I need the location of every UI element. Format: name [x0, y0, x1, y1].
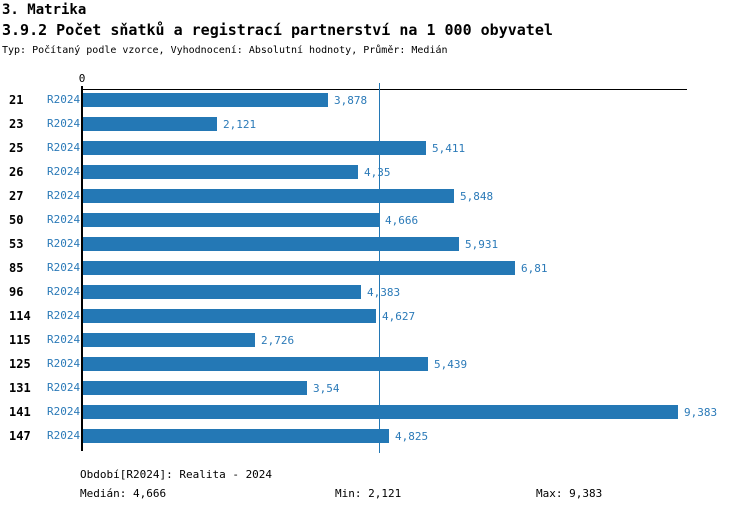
row-category-label: 114 — [9, 309, 31, 323]
bar-value-label: 4,666 — [385, 214, 419, 227]
bar-value-label: 5,439 — [434, 358, 468, 371]
row-series-label: R2024 — [47, 309, 81, 322]
row-series-label: R2024 — [47, 165, 81, 178]
row-category-label: 96 — [9, 285, 24, 299]
row-series-label: R2024 — [47, 189, 81, 202]
bar — [83, 237, 459, 251]
bar-value-label: 2,121 — [223, 118, 257, 131]
bar-value-label: 5,848 — [460, 190, 494, 203]
bar — [83, 189, 454, 203]
bar-row: 131 R2024 3,54 — [0, 381, 750, 395]
row-category-label: 23 — [9, 117, 24, 131]
row-category-label: 26 — [9, 165, 24, 179]
row-series-label: R2024 — [47, 285, 81, 298]
row-series-label: R2024 — [47, 429, 81, 442]
row-series-label: R2024 — [47, 117, 81, 130]
bar-value-label: 4,383 — [367, 286, 401, 299]
bar-row: 114 R2024 4,627 — [0, 309, 750, 323]
bar-value-label: 2,726 — [261, 334, 295, 347]
row-series-label: R2024 — [47, 261, 81, 274]
bar-value-label: 4,35 — [364, 166, 391, 179]
footer-max-label: Max: 9,383 — [536, 487, 603, 500]
footer-median-label: Medián: 4,666 — [80, 487, 167, 500]
bar-value-label: 3,54 — [313, 382, 340, 395]
bar-row: 23 R2024 2,121 — [0, 117, 750, 131]
bar — [83, 141, 426, 155]
section-title: 3. Matrika — [2, 2, 87, 18]
row-category-label: 27 — [9, 189, 24, 203]
row-series-label: R2024 — [47, 405, 81, 418]
row-category-label: 85 — [9, 261, 24, 275]
bar-row: 115 R2024 2,726 — [0, 333, 750, 347]
bar-row: 26 R2024 4,35 — [0, 165, 750, 179]
footer-period-label: Období[R2024]: Realita - 2024 — [80, 468, 273, 481]
row-category-label: 25 — [9, 141, 24, 155]
row-category-label: 50 — [9, 213, 24, 227]
bar-value-label: 4,627 — [382, 310, 416, 323]
row-category-label: 125 — [9, 357, 31, 371]
footer-min-label: Min: 2,121 — [335, 487, 402, 500]
bar-value-label: 5,411 — [432, 142, 466, 155]
row-category-label: 147 — [9, 429, 31, 443]
x-axis-zero-label: 0 — [78, 72, 86, 85]
row-series-label: R2024 — [47, 141, 81, 154]
row-category-label: 53 — [9, 237, 24, 251]
bar-row: 125 R2024 5,439 — [0, 357, 750, 371]
bar — [83, 165, 358, 179]
bar-value-label: 9,383 — [684, 406, 718, 419]
row-series-label: R2024 — [47, 213, 81, 226]
row-series-label: R2024 — [47, 333, 81, 346]
bar — [83, 429, 389, 443]
bar-row: 141 R2024 9,383 — [0, 405, 750, 419]
bar-row: 96 R2024 4,383 — [0, 285, 750, 299]
bar-row: 50 R2024 4,666 — [0, 213, 750, 227]
bar — [83, 357, 428, 371]
x-axis-top-line — [82, 89, 687, 90]
row-series-label: R2024 — [47, 93, 81, 106]
bar — [83, 93, 328, 107]
bar-row: 53 R2024 5,931 — [0, 237, 750, 251]
bar-value-label: 6,81 — [521, 262, 548, 275]
row-series-label: R2024 — [47, 357, 81, 370]
bar — [83, 405, 678, 419]
row-series-label: R2024 — [47, 237, 81, 250]
bar-row: 147 R2024 4,825 — [0, 429, 750, 443]
bar — [83, 213, 379, 227]
bar — [83, 309, 376, 323]
chart-subtitle: Typ: Počítaný podle vzorce, Vyhodnocení:… — [2, 45, 448, 56]
row-series-label: R2024 — [47, 381, 81, 394]
bar — [83, 381, 307, 395]
bar — [83, 333, 255, 347]
bar-row: 21 R2024 3,878 — [0, 93, 750, 107]
row-category-label: 21 — [9, 93, 24, 107]
y-axis-line — [81, 86, 83, 451]
bar-value-label: 5,931 — [465, 238, 499, 251]
bar-value-label: 4,825 — [395, 430, 429, 443]
row-category-label: 115 — [9, 333, 31, 347]
bar — [83, 117, 217, 131]
bar-row: 25 R2024 5,411 — [0, 141, 750, 155]
chart-title: 3.9.2 Počet sňatků a registrací partners… — [2, 21, 553, 39]
row-category-label: 131 — [9, 381, 31, 395]
bar-row: 27 R2024 5,848 — [0, 189, 750, 203]
bar — [83, 285, 361, 299]
bar — [83, 261, 515, 275]
row-category-label: 141 — [9, 405, 31, 419]
bar-row: 85 R2024 6,81 — [0, 261, 750, 275]
bar-value-label: 3,878 — [334, 94, 368, 107]
